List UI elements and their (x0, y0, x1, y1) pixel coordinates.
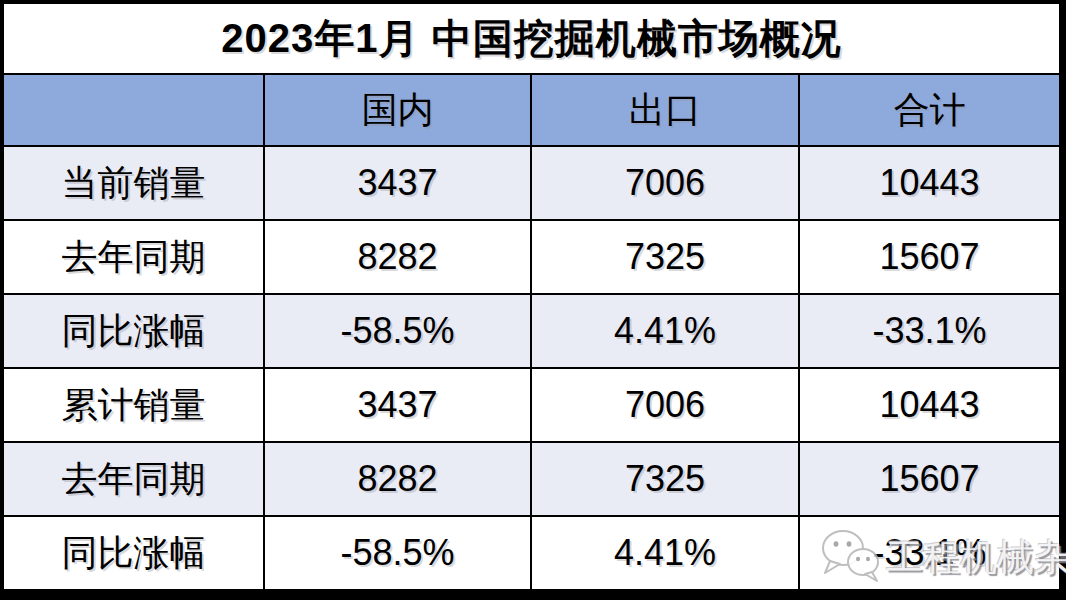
value-cell: 3437 (265, 369, 530, 441)
value-cell: -33.1% (800, 295, 1059, 367)
value-cell: 3437 (265, 147, 530, 219)
value-cell: 15607 (800, 443, 1059, 515)
value-cell: 10443 (800, 147, 1059, 219)
value-cell: 10443 (800, 369, 1059, 441)
value-cell: 7325 (532, 443, 798, 515)
excavator-market-page: 2023年1月 中国挖掘机械市场概况 国内 出口 合计 当前销量 3437 70… (0, 0, 1066, 600)
value-cell: 7325 (532, 221, 798, 293)
value-cell: 8282 (265, 443, 530, 515)
value-cell: 15607 (800, 221, 1059, 293)
value-cell-watermarked: -33.1% (800, 517, 1059, 589)
table-title: 2023年1月 中国挖掘机械市场概况 (4, 4, 1059, 73)
value-cell: -58.5% (265, 295, 530, 367)
corner-cell (4, 75, 263, 145)
value-cell: 4.41% (532, 517, 798, 589)
value-cell: 7006 (532, 369, 798, 441)
value-cell: 7006 (532, 147, 798, 219)
column-header-domestic: 国内 (265, 75, 530, 145)
value-cell: 8282 (265, 221, 530, 293)
row-label: 累计销量 (4, 369, 263, 441)
market-table: 2023年1月 中国挖掘机械市场概况 国内 出口 合计 当前销量 3437 70… (0, 0, 1066, 600)
row-label: 去年同期 (4, 221, 263, 293)
row-label: 去年同期 (4, 443, 263, 515)
column-header-total: 合计 (800, 75, 1059, 145)
value-cell: 4.41% (532, 295, 798, 367)
column-header-export: 出口 (532, 75, 798, 145)
value-cell: -58.5% (265, 517, 530, 589)
row-label: 当前销量 (4, 147, 263, 219)
row-label: 同比涨幅 (4, 517, 263, 589)
row-label: 同比涨幅 (4, 295, 263, 367)
